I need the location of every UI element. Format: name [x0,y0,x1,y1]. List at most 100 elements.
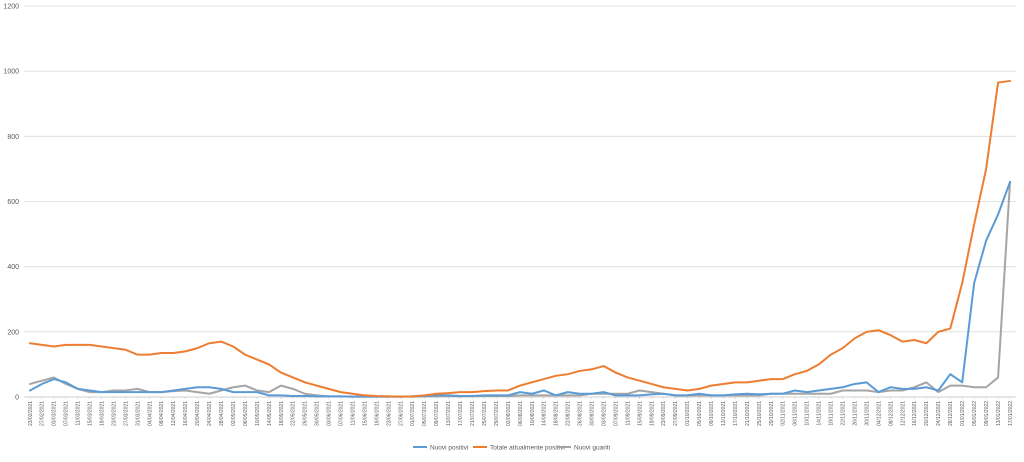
x-tick-label: 01/10/2021 [685,401,691,426]
gridlines [24,5,1016,333]
y-tick-label: 400 [7,264,19,271]
x-tick-label: 30/05/2021 [315,401,321,426]
x-tick-label: 23/06/2021 [386,401,392,426]
x-tick-label: 20/12/2021 [924,401,930,426]
x-tick-label: 01/01/2022 [960,401,966,426]
x-tick-label: 11/06/2021 [350,401,356,426]
x-axis-ticks: 23/02/2021 27/02/2021 03/03/2021 07/03/2021… [28,397,1014,426]
x-tick-label: 27/09/2021 [673,401,679,426]
x-tick-label: 03/09/2021 [601,401,607,426]
x-tick-label: 15/06/2021 [362,401,368,426]
x-tick-label: 24/12/2021 [936,401,942,426]
x-tick-label: 20/04/2021 [195,401,201,426]
x-tick-label: 17/01/2022 [1008,401,1014,426]
x-tick-label: 11/09/2021 [625,401,631,426]
x-tick-label: 22/11/2021 [840,401,846,426]
legend: Nuovi positivi Totale attualmente positiv… [413,444,610,451]
x-tick-label: 06/11/2021 [793,401,799,426]
x-tick-label: 23/02/2021 [28,401,34,426]
x-tick-label: 07/03/2021 [64,401,70,426]
x-tick-label: 28/12/2021 [948,401,954,426]
x-tick-label: 30/08/2021 [590,401,596,426]
x-tick-label: 05/10/2021 [697,401,703,426]
x-tick-label: 14/11/2021 [817,401,823,426]
x-tick-label: 21/07/2021 [470,401,476,426]
x-tick-label: 16/04/2021 [183,401,189,426]
x-tick-label: 29/10/2021 [769,401,775,426]
x-tick-label: 09/01/2022 [984,401,990,426]
x-tick-label: 17/10/2021 [733,401,739,426]
x-tick-label: 30/11/2021 [864,401,870,426]
x-tick-label: 18/05/2021 [279,401,285,426]
x-tick-label: 13/01/2022 [996,401,1002,426]
x-tick-label: 17/07/2021 [458,401,464,426]
x-tick-label: 08/12/2021 [888,401,894,426]
x-tick-label: 02/05/2021 [231,401,237,426]
y-tick-label: 200 [7,329,19,336]
x-tick-label: 27/03/2021 [123,401,129,426]
x-tick-label: 19/03/2021 [99,401,105,426]
x-tick-label: 06/05/2021 [243,401,249,426]
x-tick-label: 05/07/2021 [422,401,428,426]
x-tick-label: 14/08/2021 [542,401,548,426]
x-tick-label: 11/03/2021 [76,401,82,426]
x-tick-label: 22/05/2021 [291,401,297,426]
x-tick-label: 19/06/2021 [374,401,380,426]
x-tick-label: 06/08/2021 [518,401,524,426]
y-axis-ticks: 0 200 400 600 800 1000 1200 [3,4,19,402]
x-tick-label: 22/08/2021 [566,401,572,426]
x-tick-label: 04/04/2021 [147,401,153,426]
x-tick-label: 01/07/2021 [410,401,416,426]
legend-label: Nuovi positivi [430,444,468,451]
x-tick-label: 12/04/2021 [171,401,177,426]
series-lines [28,79,1012,398]
x-tick-label: 10/05/2021 [255,401,261,426]
series-line-1 [28,79,1012,398]
x-tick-label: 18/11/2021 [829,401,835,426]
x-tick-label: 09/07/2021 [434,401,440,426]
x-tick-label: 05/01/2022 [972,401,978,426]
x-tick-label: 28/04/2021 [219,401,225,426]
series-line-0 [28,180,1012,398]
x-tick-label: 10/08/2021 [530,401,536,426]
x-tick-label: 25/07/2021 [482,401,488,426]
y-tick-label: 800 [7,134,19,141]
y-tick-label: 1200 [3,4,19,11]
x-tick-label: 03/03/2021 [52,401,58,426]
series-line-2 [28,180,1012,398]
x-tick-label: 16/12/2021 [912,401,918,426]
x-tick-label: 12/12/2021 [900,401,906,426]
x-tick-label: 31/03/2021 [135,401,141,426]
x-tick-label: 18/08/2021 [554,401,560,426]
x-tick-label: 26/11/2021 [852,401,858,426]
x-tick-label: 02/11/2021 [781,401,787,426]
x-tick-label: 14/05/2021 [267,401,273,426]
x-tick-label: 15/03/2021 [88,401,94,426]
y-tick-label: 1000 [3,69,19,76]
x-tick-label: 23/09/2021 [661,401,667,426]
x-tick-label: 07/09/2021 [613,401,619,426]
x-tick-label: 02/08/2021 [506,401,512,426]
legend-label: Totale attualmente positivi [490,444,565,451]
x-tick-label: 15/09/2021 [637,401,643,426]
x-tick-label: 09/10/2021 [709,401,715,426]
x-tick-label: 13/07/2021 [446,401,452,426]
x-tick-label: 25/10/2021 [757,401,763,426]
x-tick-label: 21/10/2021 [745,401,751,426]
y-tick-label: 0 [15,395,19,402]
legend-label: Nuovi guariti [574,444,610,451]
x-tick-label: 10/11/2021 [805,401,811,426]
x-tick-label: 07/06/2021 [339,401,345,426]
x-tick-label: 19/09/2021 [649,401,655,426]
y-tick-label: 600 [7,199,19,206]
x-tick-label: 04/12/2021 [876,401,882,426]
x-tick-label: 26/08/2021 [578,401,584,426]
x-tick-label: 29/07/2021 [494,401,500,426]
x-tick-label: 27/02/2021 [40,401,46,426]
x-tick-label: 26/05/2021 [303,401,309,426]
x-tick-label: 08/04/2021 [159,401,165,426]
x-tick-label: 24/04/2021 [207,401,213,426]
x-tick-label: 13/10/2021 [721,401,727,426]
x-tick-label: 03/06/2021 [327,401,333,426]
